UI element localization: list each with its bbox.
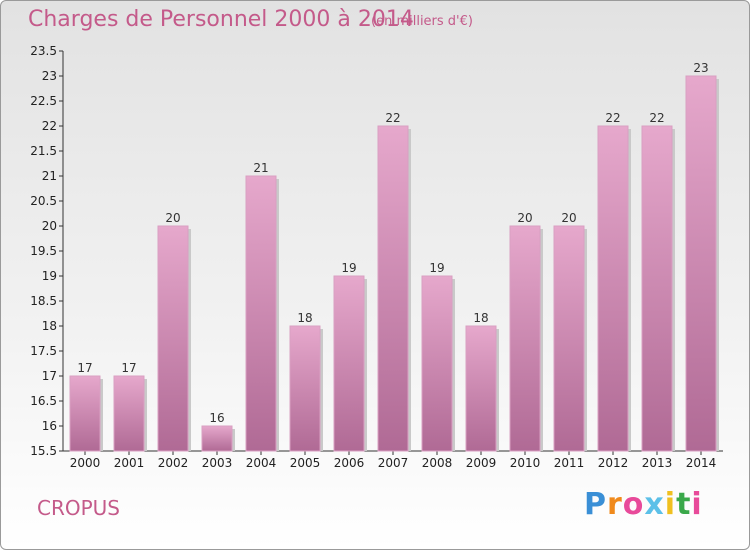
y-tick-label: 19.5: [30, 244, 57, 258]
y-tick-label: 18.5: [30, 294, 57, 308]
x-tick-label: 2011: [554, 456, 585, 470]
logo-letter: x: [644, 487, 665, 522]
bar: [421, 275, 453, 452]
bar: [289, 325, 321, 452]
bar: [685, 75, 717, 452]
commune-name: CROPUS: [37, 496, 120, 520]
chart-title: Charges de Personnel 2000 à 2014: [28, 7, 414, 32]
x-tick-label: 2000: [70, 456, 101, 470]
x-tick-label: 2009: [466, 456, 497, 470]
logo-letter: t: [676, 487, 692, 522]
y-tick-label: 16: [42, 419, 57, 433]
bar-value-label: 16: [209, 411, 224, 425]
bar-value-label: 21: [253, 161, 268, 175]
axes: 15.5 16 16.5 17 17.5 18 18.5 19 19.5 20 20.5 21 21.5…: [30, 44, 723, 458]
x-tick-label: 2005: [290, 456, 321, 470]
bar-value-label: 19: [341, 261, 356, 275]
bar: [553, 225, 585, 452]
logo-letter: o: [622, 487, 645, 522]
bar-value-label: 17: [121, 361, 136, 375]
bar-value-label: 22: [385, 111, 400, 125]
bar: [597, 125, 629, 452]
bar: [509, 225, 541, 452]
x-tick-label: 2001: [114, 456, 145, 470]
logo-letter: i: [664, 487, 677, 522]
bar-value-label: 18: [473, 311, 488, 325]
y-tick-label: 23: [42, 69, 57, 83]
y-tick-label: 23.5: [30, 44, 57, 58]
bar-value-label: 18: [297, 311, 312, 325]
y-tick-label: 20.5: [30, 194, 57, 208]
x-tick-label: 2010: [510, 456, 541, 470]
bar-value-label: 20: [517, 211, 532, 225]
y-tick-label: 21.5: [30, 144, 57, 158]
bar: [157, 225, 189, 452]
bar-value-label: 17: [77, 361, 92, 375]
y-tick-label: 17: [42, 369, 57, 383]
labels-group: 2000 17 2001 17 2002 20 2003 16 2004 21 2005 18 2006…: [70, 61, 717, 470]
y-tick-label: 20: [42, 219, 57, 233]
x-tick-label: 2014: [686, 456, 717, 470]
bar: [641, 125, 673, 452]
logo-letter: P: [584, 487, 607, 522]
bar-value-label: 23: [693, 61, 708, 75]
x-tick-label: 2003: [202, 456, 233, 470]
y-tick-label: 17.5: [30, 344, 57, 358]
x-tick-label: 2008: [422, 456, 453, 470]
bar: [333, 275, 365, 452]
bar: [245, 175, 277, 452]
bar-value-label: 19: [429, 261, 444, 275]
bar: [113, 375, 145, 452]
x-tick-label: 2007: [378, 456, 409, 470]
y-tick-label: 22.5: [30, 94, 57, 108]
logo-letter: r: [607, 487, 623, 522]
y-tick-label: 21: [42, 169, 57, 183]
bars-group: [69, 75, 719, 452]
x-tick-label: 2002: [158, 456, 189, 470]
bar-value-label: 20: [561, 211, 576, 225]
bar: [377, 125, 409, 452]
y-tick-label: 18: [42, 319, 57, 333]
bar: [465, 325, 497, 452]
x-tick-label: 2006: [334, 456, 365, 470]
bar-value-label: 22: [605, 111, 620, 125]
y-tick-label: 16.5: [30, 394, 57, 408]
y-tick-label: 19: [42, 269, 57, 283]
chart-subtitle: (en milliers d'€): [371, 14, 473, 29]
bar-value-label: 20: [165, 211, 180, 225]
bar-value-label: 22: [649, 111, 664, 125]
logo-letter: i: [691, 487, 703, 522]
x-tick-label: 2012: [598, 456, 629, 470]
proxiti-logo: Proxiti: [584, 487, 703, 522]
x-tick-label: 2004: [246, 456, 277, 470]
x-tick-label: 2013: [642, 456, 673, 470]
y-tick-label: 22: [42, 119, 57, 133]
bar: [69, 375, 101, 452]
bar: [201, 425, 233, 452]
y-tick-label: 15.5: [30, 444, 57, 458]
